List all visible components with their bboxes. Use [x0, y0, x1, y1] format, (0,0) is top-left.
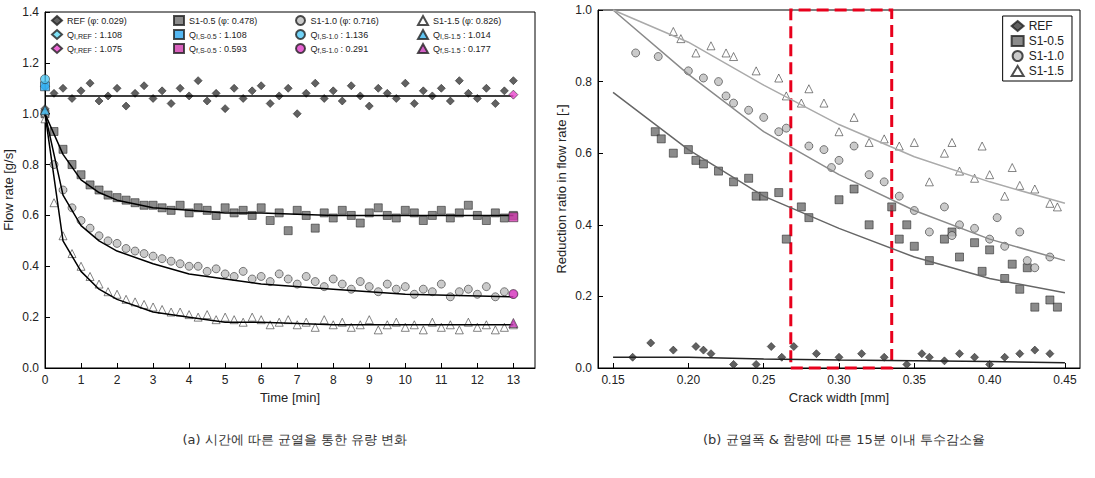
svg-text:I,REF: I,REF	[74, 33, 92, 40]
svg-text:: 0.291: : 0.291	[338, 44, 368, 54]
svg-text:0.6: 0.6	[575, 146, 592, 160]
svg-text:12: 12	[471, 373, 485, 387]
svg-text:0.8: 0.8	[575, 75, 592, 89]
svg-text:S1-1.0: S1-1.0	[1029, 49, 1065, 63]
svg-text:0.8: 0.8	[22, 158, 39, 172]
svg-text:0.45: 0.45	[1053, 373, 1077, 387]
svg-text:I,S-1.0: I,S-1.0	[318, 33, 339, 40]
svg-text:: 1.136: : 1.136	[338, 30, 368, 40]
svg-text:Reduction ratio in flow rate [: Reduction ratio in flow rate [-]	[554, 104, 569, 273]
svg-text:S1-1.5 (φ: 0.826): S1-1.5 (φ: 0.826)	[433, 16, 501, 26]
svg-text:1.0: 1.0	[22, 107, 39, 121]
svg-text:8: 8	[330, 373, 337, 387]
svg-text:: 1.014: : 1.014	[461, 30, 491, 40]
svg-text:0.35: 0.35	[903, 373, 927, 387]
svg-text:0.30: 0.30	[827, 373, 851, 387]
svg-text:1.2: 1.2	[22, 56, 39, 70]
svg-text:Q: Q	[67, 30, 74, 40]
svg-text:Q: Q	[433, 44, 440, 54]
svg-text:0.25: 0.25	[752, 373, 776, 387]
svg-text:2: 2	[114, 373, 121, 387]
svg-text:0.4: 0.4	[22, 259, 39, 273]
svg-text:11: 11	[435, 373, 448, 387]
svg-text:3: 3	[150, 373, 157, 387]
svg-text:: 1.108: : 1.108	[217, 30, 247, 40]
svg-text:0.40: 0.40	[978, 373, 1002, 387]
svg-text:f,S-1.0: f,S-1.0	[318, 47, 339, 54]
svg-text:1.4: 1.4	[22, 5, 39, 19]
svg-text:f,REF: f,REF	[74, 47, 92, 54]
svg-text:0.2: 0.2	[575, 289, 592, 303]
svg-text:: 1.108: : 1.108	[92, 30, 122, 40]
svg-text:Q: Q	[189, 44, 196, 54]
svg-text:9: 9	[366, 373, 373, 387]
svg-text:Q: Q	[311, 30, 318, 40]
svg-text:0.4: 0.4	[575, 218, 592, 232]
svg-text:I,S-0.5: I,S-0.5	[196, 33, 217, 40]
svg-text:Time [min]: Time [min]	[260, 390, 320, 405]
svg-text:S1-0.5 (φ: 0.478): S1-0.5 (φ: 0.478)	[189, 16, 257, 26]
svg-text:REF: REF	[1029, 19, 1053, 33]
svg-text:Flow rate [g/s]: Flow rate [g/s]	[1, 149, 16, 231]
svg-text:0.6: 0.6	[22, 208, 39, 222]
svg-text:0.0: 0.0	[22, 361, 39, 375]
svg-text:0.0: 0.0	[575, 361, 592, 375]
svg-text:(b) 균열폭 & 함량에 따른 15분 이내 투수감소율: (b) 균열폭 & 함량에 따른 15분 이내 투수감소율	[703, 432, 985, 447]
svg-text:Q: Q	[67, 44, 74, 54]
svg-text:1: 1	[78, 373, 85, 387]
svg-text:Q: Q	[311, 44, 318, 54]
svg-text:0.2: 0.2	[22, 310, 39, 324]
svg-text:f,S-1.5: f,S-1.5	[440, 47, 461, 54]
svg-text:6: 6	[258, 373, 265, 387]
svg-text:5: 5	[222, 373, 229, 387]
svg-text:: 1.075: : 1.075	[92, 44, 122, 54]
svg-text:7: 7	[294, 373, 301, 387]
svg-text:S1-1.5: S1-1.5	[1029, 64, 1065, 78]
svg-text:10: 10	[399, 373, 413, 387]
svg-text:S1-1.0 (φ: 0.716): S1-1.0 (φ: 0.716)	[311, 16, 379, 26]
svg-text:0.15: 0.15	[601, 373, 625, 387]
svg-text:Q: Q	[189, 30, 196, 40]
svg-text:I,S-1.5: I,S-1.5	[440, 33, 461, 40]
svg-text:(a) 시간에 따른 균열을 통한 유량 변화: (a) 시간에 따른 균열을 통한 유량 변화	[183, 432, 408, 447]
svg-text:: 0.593: : 0.593	[217, 44, 247, 54]
svg-text:13: 13	[507, 373, 521, 387]
svg-text:4: 4	[186, 373, 193, 387]
svg-text:REF (φ: 0.029): REF (φ: 0.029)	[67, 16, 127, 26]
svg-text:1.0: 1.0	[575, 3, 592, 17]
svg-text:Q: Q	[433, 30, 440, 40]
svg-text:f,S-0.5: f,S-0.5	[196, 47, 217, 54]
svg-text:0.20: 0.20	[677, 373, 701, 387]
svg-text:S1-0.5: S1-0.5	[1029, 34, 1065, 48]
svg-text:0: 0	[42, 373, 49, 387]
svg-text:: 0.177: : 0.177	[461, 44, 491, 54]
svg-text:Crack width [mm]: Crack width [mm]	[789, 390, 889, 405]
